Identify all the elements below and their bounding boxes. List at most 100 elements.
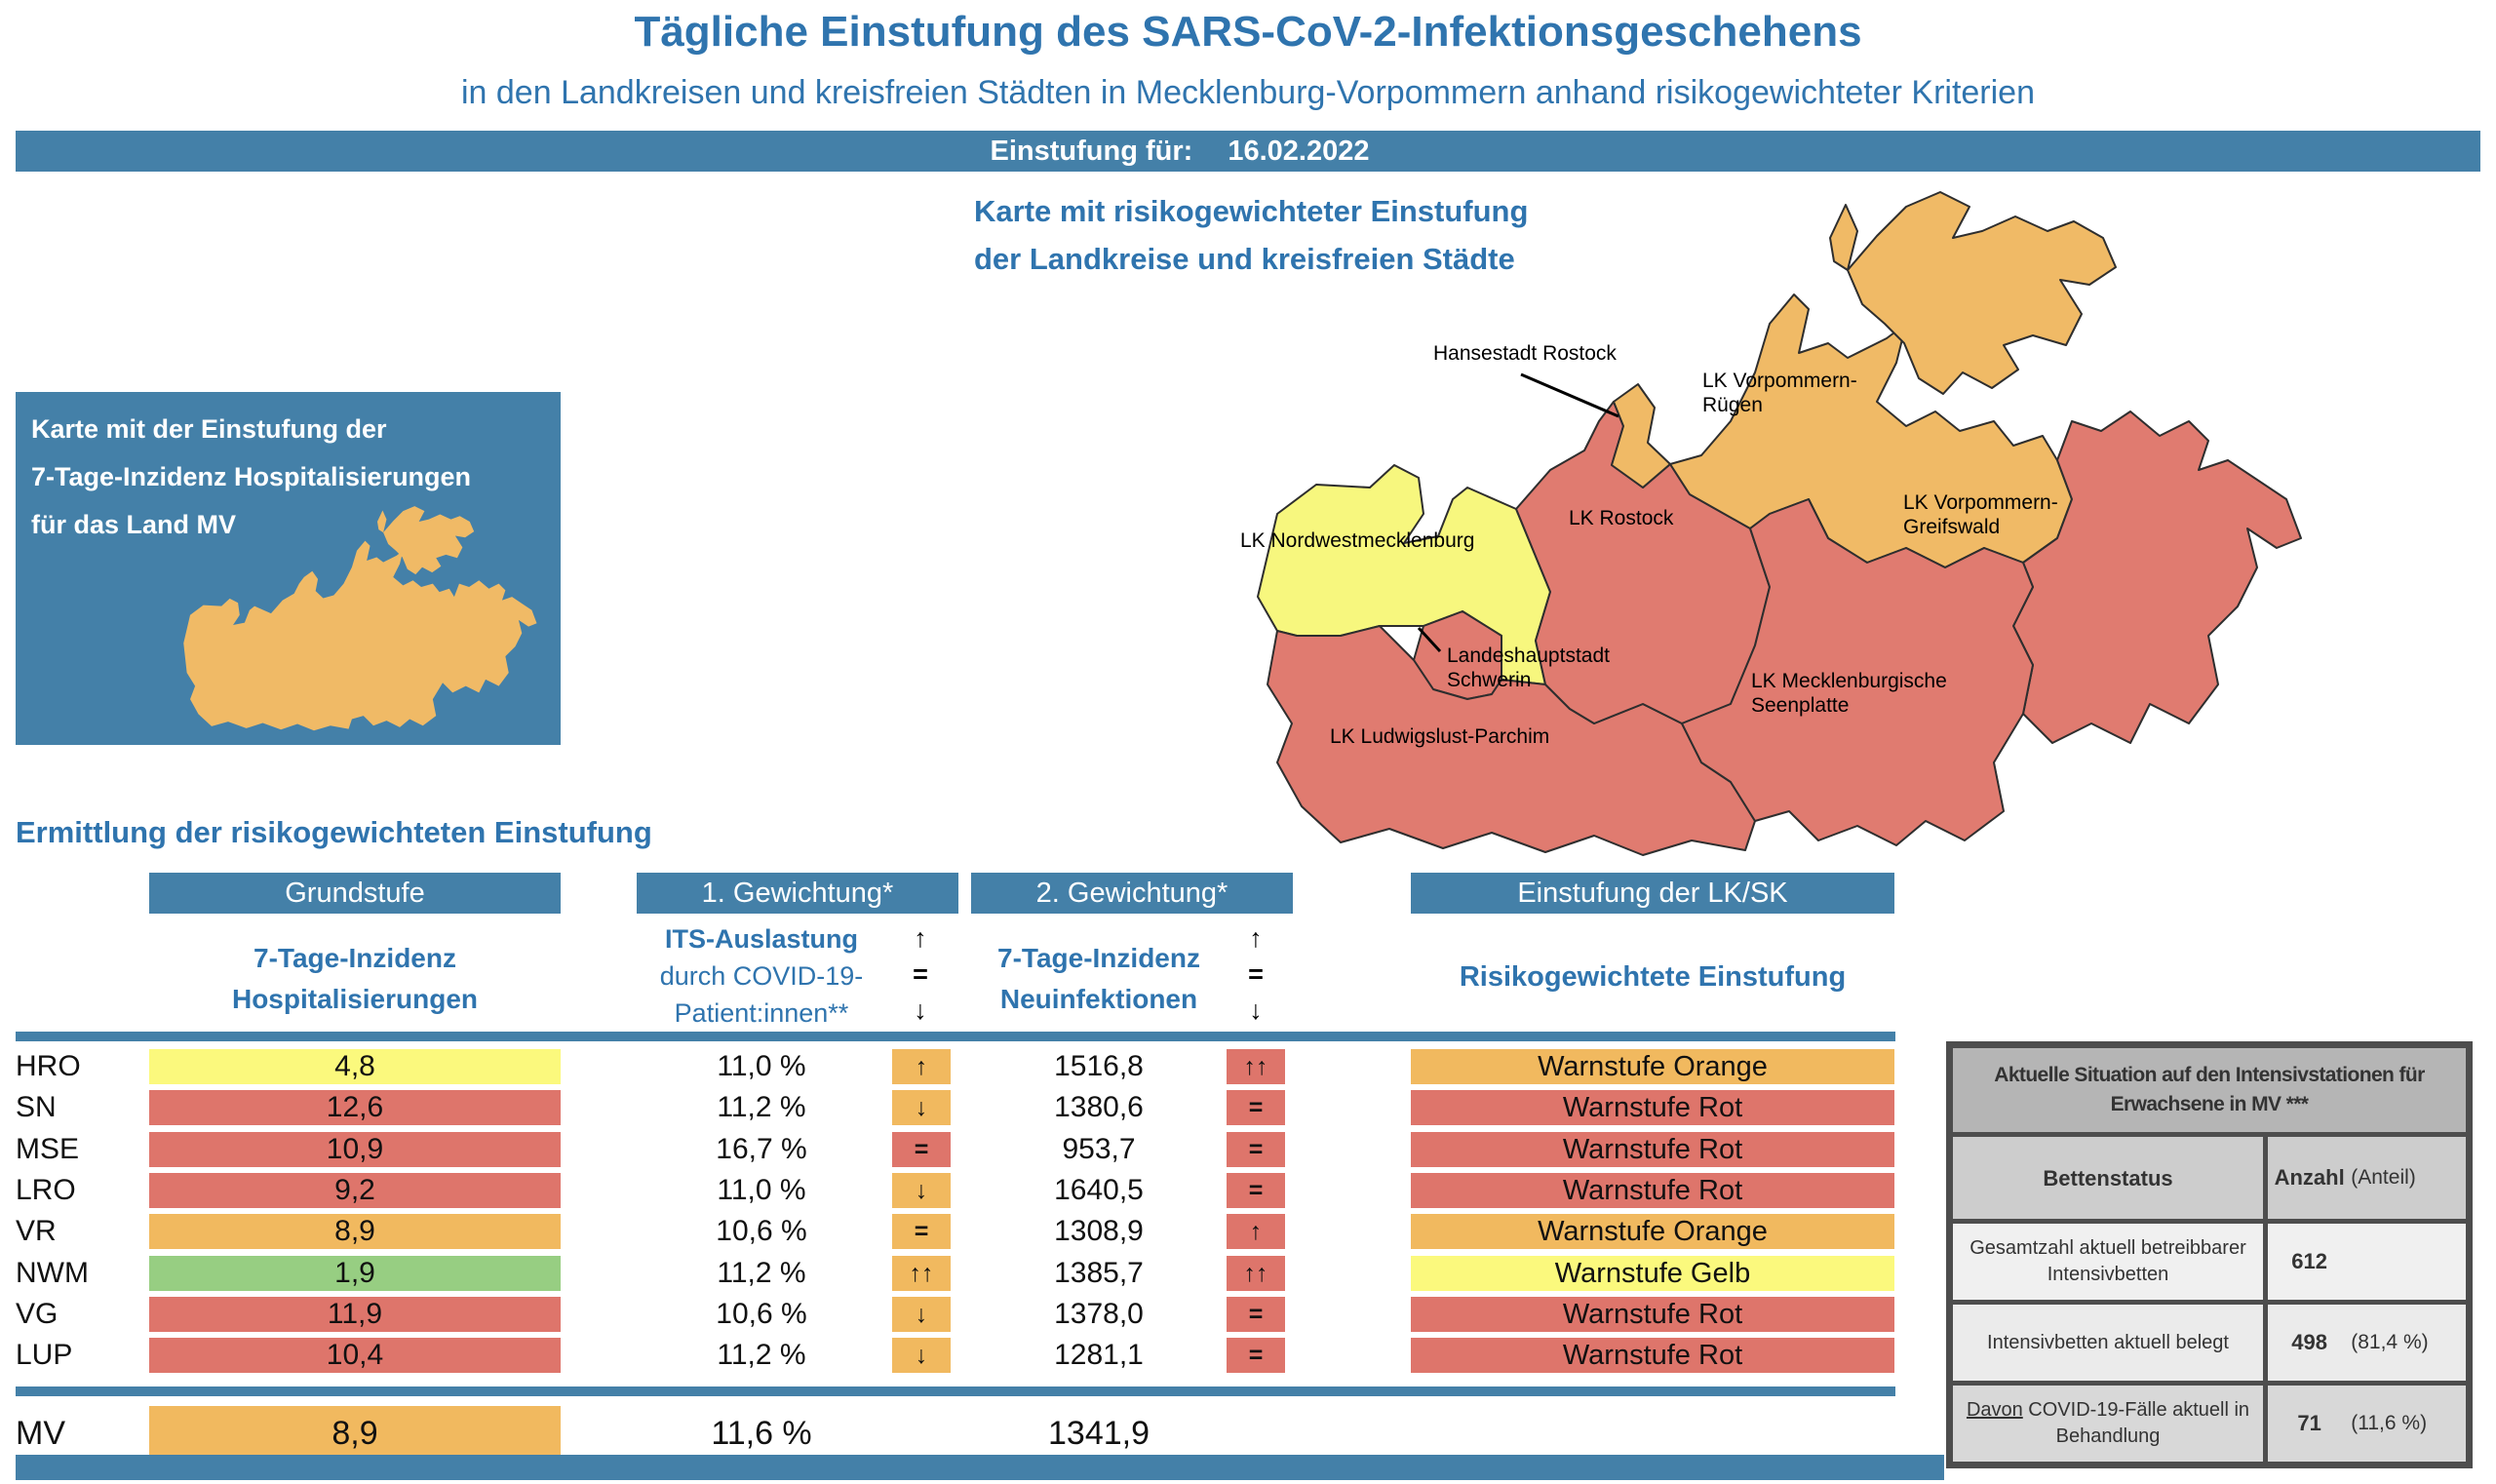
its-trend-cell: =: [892, 1132, 951, 1167]
table-row-vr: VR 8,9 10,6 % = 1308,9 ↑ Warnstufe Orang…: [0, 1214, 1911, 1249]
icu-row-occupied-beds: Intensivbetten aktuell belegt 498 (81,4 …: [1953, 1305, 2466, 1381]
row-region-code: NWM: [16, 1257, 89, 1289]
icu-share: (81,4 %): [2351, 1331, 2429, 1353]
rating-cell: Warnstufe Rot: [1411, 1297, 1894, 1332]
icu-count: 498: [2291, 1330, 2327, 1354]
pointer-line-schwerin: [1417, 626, 1442, 653]
new-infections-cell: 953,7: [1062, 1133, 1136, 1165]
infections-trend-cell: ↑: [1227, 1214, 1285, 1249]
icu-status-panel: Aktuelle Situation auf den Intensivstati…: [1946, 1041, 2473, 1468]
icu-share: (11,6 %): [2351, 1412, 2428, 1434]
infections-trend-cell: ↑↑: [1227, 1256, 1285, 1291]
risk-map-svg: [1257, 191, 2302, 856]
underlined-word: Davon: [1966, 1399, 2023, 1421]
rating-cell: Warnstufe Orange: [1411, 1214, 1894, 1249]
table-row-lro: LRO 9,2 11,0 % ↓ 1640,5 = Warnstufe Rot: [0, 1173, 1911, 1208]
hosp-incidence-cell: 12,6: [149, 1090, 561, 1125]
map-label-vr: LK Vorpommern-Rügen: [1702, 370, 1857, 416]
map-label-hro: Hansestadt Rostock: [1433, 342, 1617, 365]
col-header-grundstufe: Grundstufe: [149, 873, 561, 914]
equals-icon: =: [1248, 959, 1264, 989]
section-title: Ermittlung der risikogewichteten Einstuf…: [16, 815, 652, 849]
table-row-hro: HRO 4,8 11,0 % ↑ 1516,8 ↑↑ Warnstufe Ora…: [0, 1049, 1911, 1084]
hosp-incidence-cell: 4,8: [149, 1049, 561, 1084]
infections-trend-cell: ↑↑: [1227, 1049, 1285, 1084]
table-row-mv-summary: MV 8,9 11,6 % 1341,9: [0, 1406, 1911, 1461]
page-title: Tägliche Einstufung des SARS-CoV-2-Infek…: [634, 8, 1862, 56]
arrow-down-icon: ↓: [914, 996, 927, 1025]
infections-trend-cell: =: [1227, 1090, 1285, 1125]
rating-cell: Warnstufe Orange: [1411, 1049, 1894, 1084]
infections-trend-cell: =: [1227, 1173, 1285, 1208]
col-header-gewichtung1: 1. Gewichtung*: [637, 873, 958, 914]
its-utilization-cell: 11,0 %: [717, 1050, 806, 1082]
rating-cell: Warnstufe Rot: [1411, 1132, 1894, 1167]
icu-count: 71: [2297, 1411, 2321, 1435]
subheader-risikogewichtete-einstufung: Risikogewichtete Einstufung: [1459, 961, 1847, 993]
new-infections-cell: 1385,7: [1054, 1257, 1144, 1289]
map-label-lro: LK Rostock: [1569, 507, 1674, 529]
table-row-mse: MSE 10,9 16,7 % = 953,7 = Warnstufe Rot: [0, 1132, 1911, 1167]
row-region-code: LRO: [16, 1174, 76, 1206]
icu-table-header: Bettenstatus Anzahl (Anteil): [1953, 1137, 2466, 1219]
row-region-code: SN: [16, 1091, 57, 1123]
risk-map-heading: Karte mit risikogewichteter Einstufung d…: [974, 194, 1529, 276]
table-row-nwm: NWM 1,9 11,2 % ↑↑ 1385,7 ↑↑ Warnstufe Ge…: [0, 1256, 1911, 1291]
map-label-nwm: LK Nordwestmecklenburg: [1240, 529, 1475, 552]
icu-row-covid-cases: Davon COVID-19-Fälle aktuell in Behandlu…: [1953, 1386, 2466, 1462]
its-trend-cell: =: [892, 1214, 951, 1249]
new-infections-cell: 1378,0: [1054, 1298, 1144, 1330]
its-trend-cell: ↓: [892, 1297, 951, 1332]
icu-row-values: 71 (11,6 %): [2268, 1386, 2466, 1462]
hosp-incidence-cell: 8,9: [149, 1406, 561, 1461]
bottom-bar: [16, 1455, 1944, 1480]
new-infections-cell: 1281,1: [1054, 1339, 1144, 1371]
date-bar: Einstufung für: 16.02.2022: [16, 131, 2480, 172]
map-label-lup: LK Ludwigslust-Parchim: [1330, 725, 1550, 748]
its-utilization-cell: 11,0 %: [717, 1174, 806, 1206]
icu-col-values: Anzahl (Anteil): [2268, 1137, 2466, 1219]
table-row-sn: SN 12,6 11,2 % ↓ 1380,6 = Warnstufe Rot: [0, 1090, 1911, 1125]
its-trend-cell: ↑↑: [892, 1256, 951, 1291]
rating-cell: Warnstufe Rot: [1411, 1173, 1894, 1208]
its-trend-cell: ↓: [892, 1173, 951, 1208]
icu-col-anteil: (Anteil): [2351, 1166, 2416, 1189]
icu-row-values: 498 (81,4 %): [2268, 1305, 2466, 1381]
hosp-incidence-cell: 8,9: [149, 1214, 561, 1249]
header-divider: [16, 1032, 1895, 1041]
its-utilization-cell: 16,7 %: [716, 1133, 807, 1165]
row-region-code: HRO: [16, 1050, 81, 1082]
rating-cell: Warnstufe Rot: [1411, 1338, 1894, 1373]
subheader-its: ITS-Auslastung durch COVID-19- Patient:i…: [659, 924, 864, 1028]
table-row-vg: VG 11,9 10,6 % ↓ 1378,0 = Warnstufe Rot: [0, 1297, 1911, 1332]
date-bar-text: Einstufung für: 16.02.2022: [991, 136, 1370, 168]
hosp-incidence-cell: 1,9: [149, 1256, 561, 1291]
page-subtitle: in den Landkreisen und kreisfreien Städt…: [460, 74, 2035, 111]
trend-legend-2: ↑ = ↓: [1234, 920, 1277, 1029]
new-infections-cell: 1341,9: [1048, 1415, 1150, 1452]
region-mse: [1681, 498, 2034, 846]
date-label: Einstufung für:: [990, 135, 1193, 167]
rating-cell: Warnstufe Gelb: [1411, 1256, 1894, 1291]
col-header-gewichtung2: 2. Gewichtung*: [971, 873, 1293, 914]
its-trend-cell: ↑: [892, 1049, 951, 1084]
map-label-mse: LK Mecklenburgische Seenplatte: [1751, 670, 1947, 717]
new-infections-cell: 1640,5: [1054, 1174, 1144, 1206]
icu-row-values: 612: [2268, 1224, 2466, 1300]
mv-state-silhouette: [183, 506, 537, 731]
infections-trend-cell: =: [1227, 1338, 1285, 1373]
arrow-up-icon: ↑: [914, 923, 927, 953]
trend-legend-1: ↑ = ↓: [899, 920, 942, 1029]
its-utilization-cell: 11,2 %: [717, 1091, 806, 1123]
icu-col-anzahl: Anzahl: [2274, 1165, 2345, 1190]
subheader-neuinfektionen: 7-Tage-Inzidenz Neuinfektionen: [997, 943, 1200, 1014]
row-region-code: MSE: [16, 1133, 80, 1165]
its-utilization-cell: 11,2 %: [717, 1257, 806, 1289]
infections-trend-cell: =: [1227, 1132, 1285, 1167]
infections-trend-cell: =: [1227, 1297, 1285, 1332]
rating-cell: Warnstufe Rot: [1411, 1090, 1894, 1125]
icu-panel-title: Aktuelle Situation auf den Intensivstati…: [1953, 1048, 2466, 1132]
hospitalization-map-caption: Karte mit der Einstufung der 7-Tage-Inzi…: [31, 414, 472, 539]
hosp-incidence-cell: 10,9: [149, 1132, 561, 1167]
